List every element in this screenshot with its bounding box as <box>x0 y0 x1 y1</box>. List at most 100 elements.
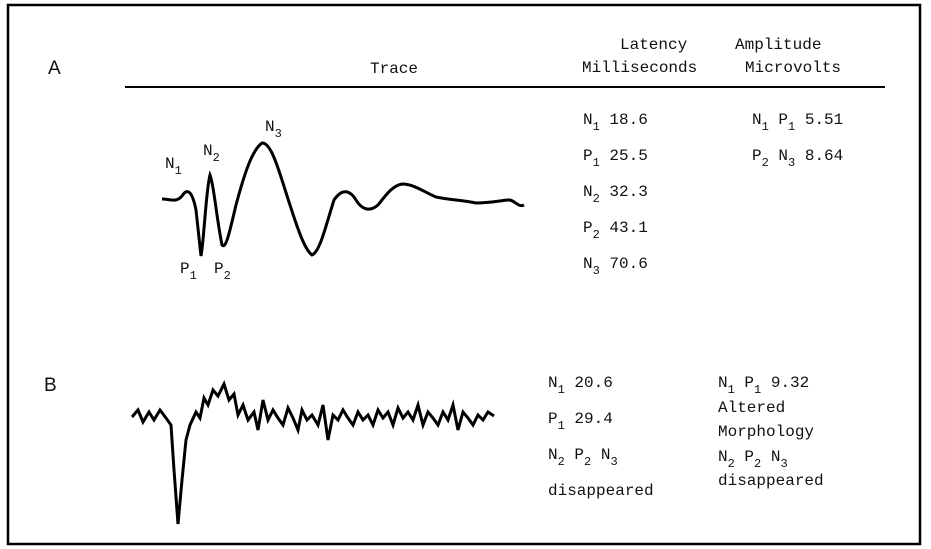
peak-letter: P <box>744 447 755 466</box>
note: disappeared <box>718 472 824 490</box>
peak-subscript: 1 <box>174 164 182 178</box>
amplitude-header: Amplitude <box>735 36 822 54</box>
peak-subscript: 2 <box>761 156 769 170</box>
peak-label: N2 <box>583 183 600 206</box>
peak-letter: N <box>718 447 728 466</box>
peak-label: N3 <box>778 147 795 170</box>
peak-letter: N <box>770 447 781 466</box>
peak-letter: P <box>180 260 190 278</box>
peak-label: P1 <box>548 410 565 433</box>
note: Altered <box>718 398 786 417</box>
latency-row: P2 43.1 <box>583 219 648 242</box>
trace-label: N1 <box>165 155 182 178</box>
peak-letter: P <box>752 147 762 165</box>
trace-label: P1 <box>180 260 197 283</box>
peak-label: P1 <box>778 111 795 134</box>
peak-letter: N <box>752 111 762 129</box>
peak-subscript: 1 <box>761 120 769 134</box>
peak-subscript: 1 <box>557 419 565 433</box>
peak-label: N3 <box>770 447 788 471</box>
peak-label: N1 <box>165 155 182 178</box>
peak-letter: N <box>548 446 558 464</box>
peak-label: P2 <box>744 447 761 471</box>
latency-row: N3 70.6 <box>583 255 648 278</box>
peak-label: N1 <box>718 374 735 397</box>
peak-label: N2 <box>548 446 565 469</box>
peak-letter: P <box>583 219 593 237</box>
peak-label: P1 <box>180 260 197 283</box>
peak-subscript: 3 <box>592 264 600 278</box>
peak-letter: N <box>583 255 593 273</box>
amplitude-row: disappeared <box>718 472 824 490</box>
peak-subscript: 2 <box>592 192 600 206</box>
peak-letter: P <box>214 260 224 278</box>
peak-label: P1 <box>744 374 761 397</box>
peak-letter: N <box>548 374 558 392</box>
peak-label: P2 <box>214 260 231 283</box>
panel-label: A <box>48 58 61 79</box>
latency-row: P1 25.5 <box>583 147 648 170</box>
latency-header: Latency <box>620 36 688 54</box>
value: 20.6 <box>574 374 613 392</box>
amplitude-row: Altered <box>718 399 785 417</box>
peak-letter: P <box>548 410 558 428</box>
peak-label: N2 <box>718 447 735 471</box>
peak-label: N2 <box>203 142 220 165</box>
amplitude-row: N2 P2 N3 <box>718 447 788 471</box>
amplitude-row: N1 P1 9.32 <box>718 374 809 397</box>
amplitude-row: Morphology <box>718 423 814 441</box>
peak-label: N1 <box>752 111 769 134</box>
peak-letter: P <box>583 147 593 165</box>
peak-subscript: 3 <box>788 156 796 170</box>
peak-subscript: 3 <box>274 127 282 141</box>
value: 29.4 <box>574 410 613 428</box>
peak-label: P2 <box>583 219 600 242</box>
note: disappeared <box>548 482 654 500</box>
peak-letter: N <box>583 183 593 201</box>
peak-letter: N <box>265 118 275 136</box>
peak-label: N1 <box>583 111 600 134</box>
trace-label: N3 <box>265 118 282 141</box>
value: 18.6 <box>609 111 648 129</box>
peak-subscript: 2 <box>212 151 220 165</box>
peak-subscript: 2 <box>592 228 600 242</box>
latency-row: N2 P2 N3 <box>548 446 618 469</box>
peak-label: P1 <box>583 147 600 170</box>
peak-letter: N <box>718 374 728 392</box>
peak-subscript: 1 <box>557 383 565 397</box>
peak-subscript: 1 <box>592 156 600 170</box>
value: 43.1 <box>609 219 648 237</box>
peak-subscript: 2 <box>754 456 762 471</box>
amplitude-header: Microvolts <box>745 59 842 77</box>
trace-label: N2 <box>203 142 220 165</box>
peak-label: P2 <box>574 446 591 469</box>
peak-letter: N <box>778 147 789 165</box>
trace-header: Trace <box>370 60 419 78</box>
latency-row: N1 20.6 <box>548 374 613 397</box>
peak-subscript: 1 <box>754 383 762 397</box>
peak-subscript: 2 <box>584 455 592 469</box>
peak-letter: N <box>600 446 611 464</box>
value: 32.3 <box>609 183 648 201</box>
frame <box>6 3 922 546</box>
peak-letter: N <box>203 142 213 160</box>
peak-letter: P <box>744 374 755 392</box>
trace-b <box>130 380 495 525</box>
panel-label: B <box>44 375 57 396</box>
peak-subscript: 2 <box>727 456 735 471</box>
peak-label: P2 <box>752 147 769 170</box>
value: 8.64 <box>804 147 844 165</box>
latency-header: Milliseconds <box>582 59 698 77</box>
value: 5.51 <box>804 111 844 129</box>
value: 25.5 <box>609 147 648 165</box>
peak-subscript: 3 <box>780 456 788 471</box>
latency-row: P1 29.4 <box>548 410 613 433</box>
peak-label: N3 <box>583 255 600 278</box>
peak-subscript: 2 <box>223 269 231 283</box>
note: Morphology <box>718 423 815 441</box>
peak-subscript: 3 <box>610 455 618 469</box>
peak-subscript: 1 <box>592 120 600 134</box>
latency-row: disappeared <box>548 482 654 500</box>
